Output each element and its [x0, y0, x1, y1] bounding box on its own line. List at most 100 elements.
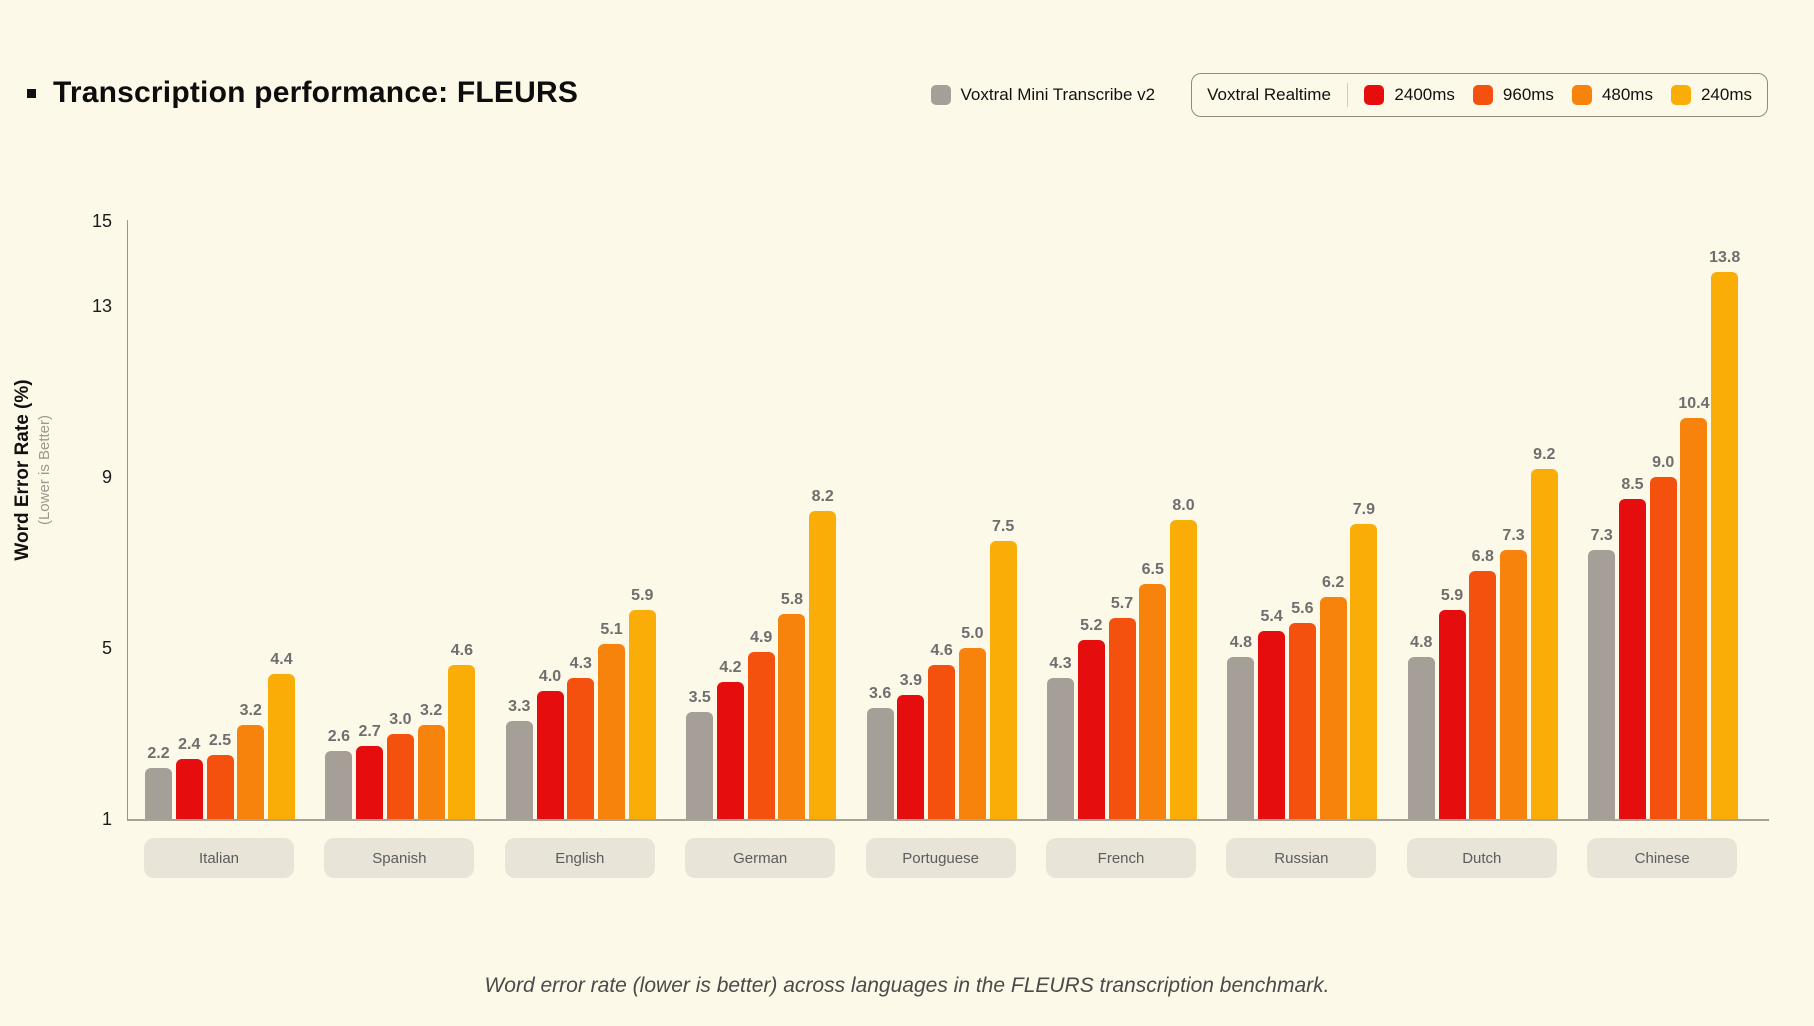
bar-value-label: 5.1 — [600, 620, 623, 638]
bar-value-label: 4.8 — [1410, 633, 1433, 651]
legend-swatch-240ms — [1670, 85, 1691, 105]
bar-960ms-russian: 5.6 — [1288, 600, 1316, 819]
bar-value-label: 5.0 — [961, 625, 984, 643]
bar-value-label: 2.7 — [358, 723, 381, 741]
bar-group-german: 3.5 4.2 4.9 5.8 8.2 — [686, 220, 837, 819]
legend-realtime-items: 2400ms 960ms 480ms 240ms — [1364, 85, 1752, 105]
bar-value-label: 4.6 — [930, 642, 953, 660]
category-label-german: German — [685, 838, 836, 878]
bar-value-label: 4.4 — [270, 650, 293, 668]
page-title-wrap: Transcription performance: FLEURS — [27, 76, 578, 110]
bar-480ms-english: 5.1 — [598, 621, 626, 819]
bar-group-english: 3.3 4.0 4.3 5.1 5.9 — [505, 220, 656, 819]
bar-480ms-chinese: 10.4 — [1678, 395, 1710, 819]
bar-group-chinese: 7.3 8.5 9.0 10.4 13.8 — [1588, 220, 1741, 819]
bar-960ms-french: 5.7 — [1108, 595, 1136, 819]
bar-voxtral-mini-transcribe-v2-portuguese: 3.6 — [866, 685, 894, 819]
category-label-english: English — [504, 838, 655, 878]
y-tick-1: 1 — [101, 809, 112, 829]
bar-480ms-spanish: 3.2 — [417, 702, 445, 819]
bar-value-label: 8.2 — [811, 488, 834, 506]
legend-group-label: Voxtral Realtime — [1207, 85, 1331, 104]
bar-voxtral-mini-transcribe-v2-chinese: 7.3 — [1588, 527, 1616, 819]
bar-value-label: 13.8 — [1709, 249, 1741, 267]
legend-item-480ms: 480ms — [1571, 85, 1653, 105]
bar-2400ms-chinese: 8.5 — [1618, 476, 1646, 819]
bar-960ms-chinese: 9.0 — [1649, 454, 1677, 819]
bar-group-italian: 2.2 2.4 2.5 3.2 4.4 — [145, 220, 295, 819]
legend-item-240ms: 240ms — [1670, 85, 1752, 105]
category-label-french: French — [1046, 838, 1196, 878]
bar-2400ms-german: 4.2 — [716, 659, 744, 819]
bar-group-russian: 4.8 5.4 5.6 6.2 7.9 — [1227, 220, 1378, 819]
legend-realtime-box: Voxtral Realtime 2400ms 960ms 480ms 240ms — [1191, 73, 1768, 117]
bar-value-label: 3.2 — [239, 702, 262, 720]
legend-label-baseline: Voxtral Mini Transcribe v2 — [960, 85, 1156, 104]
bar-value-label: 6.8 — [1471, 548, 1494, 566]
bar-value-label: 3.0 — [389, 710, 412, 728]
bar-value-label: 3.5 — [688, 689, 711, 707]
bar-value-label: 3.2 — [420, 702, 443, 720]
legend-swatch-960ms — [1472, 85, 1493, 105]
category-label-spanish: Spanish — [324, 838, 475, 878]
bar-value-label: 5.6 — [1291, 599, 1314, 617]
bar-value-label: 7.9 — [1352, 501, 1376, 519]
bar-2400ms-portuguese: 3.9 — [897, 672, 925, 819]
bar-value-label: 2.2 — [147, 744, 170, 762]
bar-240ms-french: 8.0 — [1170, 497, 1197, 819]
legend-item-960ms: 960ms — [1472, 85, 1554, 105]
chart-caption: Word error rate (lower is better) across… — [484, 974, 1330, 997]
y-tick-9: 9 — [101, 467, 112, 488]
legend-label: 960ms — [1502, 85, 1554, 104]
bar-value-label: 5.8 — [780, 590, 804, 608]
bar-value-label: 4.0 — [538, 667, 562, 685]
legend-item-2400ms: 2400ms — [1364, 85, 1455, 105]
legend-swatch-480ms — [1571, 85, 1592, 105]
bar-240ms-dutch: 9.2 — [1530, 446, 1558, 819]
y-tick-13: 13 — [91, 296, 112, 317]
legend-item-baseline: Voxtral Mini Transcribe v2 — [930, 85, 1156, 105]
bar-2400ms-russian: 5.4 — [1258, 608, 1286, 819]
bar-value-label: 3.9 — [899, 672, 922, 690]
bar-240ms-russian: 7.9 — [1350, 501, 1378, 819]
bar-2400ms-french: 5.2 — [1077, 617, 1105, 819]
bar-voxtral-mini-transcribe-v2-german: 3.5 — [686, 689, 714, 819]
bar-group-french: 4.3 5.2 5.7 6.5 8.0 — [1047, 220, 1197, 819]
bar-group-spanish: 2.6 2.7 3.0 3.2 4.6 — [325, 220, 476, 819]
legend-label: 2400ms — [1394, 85, 1455, 104]
legend-swatch-baseline — [930, 85, 951, 105]
y-tick-5: 5 — [101, 638, 112, 659]
bar-value-label: 4.8 — [1229, 633, 1253, 651]
bar-2400ms-english: 4.0 — [536, 668, 564, 819]
bar-value-label: 8.0 — [1172, 497, 1195, 515]
bar-960ms-italian: 2.5 — [206, 732, 234, 819]
bar-value-label: 6.2 — [1322, 573, 1345, 591]
bar-value-label: 7.3 — [1502, 526, 1525, 544]
bar-960ms-dutch: 6.8 — [1469, 548, 1497, 819]
plot-area: 2.2 2.4 2.5 3.2 4.4 2.6 2.7 3.0 3.2 4.6 3.3 4.0 4.3 5… — [127, 220, 1769, 821]
bar-960ms-portuguese: 4.6 — [928, 642, 956, 819]
bar-value-label: 4.3 — [569, 655, 592, 673]
bar-value-label: 7.5 — [991, 518, 1015, 536]
bar-voxtral-mini-transcribe-v2-french: 4.3 — [1047, 655, 1074, 819]
bar-value-label: 4.9 — [750, 629, 773, 647]
bar-value-label: 5.7 — [1110, 595, 1134, 613]
bar-voxtral-mini-transcribe-v2-italian: 2.2 — [145, 745, 172, 819]
bar-group-dutch: 4.8 5.9 6.8 7.3 9.2 — [1407, 220, 1558, 819]
category-label-chinese: Chinese — [1587, 838, 1738, 878]
bar-value-label: 2.5 — [208, 731, 232, 749]
bar-240ms-spanish: 4.6 — [448, 642, 476, 819]
bar-value-label: 6.5 — [1141, 561, 1164, 579]
bar-480ms-portuguese: 5.0 — [958, 625, 986, 819]
bar-value-label: 4.3 — [1049, 655, 1072, 673]
bar-480ms-italian: 3.2 — [237, 702, 265, 819]
bar-960ms-spanish: 3.0 — [386, 711, 414, 819]
category-label-russian: Russian — [1226, 838, 1377, 878]
bar-480ms-dutch: 7.3 — [1500, 527, 1528, 819]
category-label-portuguese: Portuguese — [865, 838, 1016, 878]
bar-value-label: 5.9 — [1440, 586, 1464, 604]
bar-value-label: 7.3 — [1590, 526, 1613, 544]
title-bullet-icon — [27, 88, 36, 98]
category-label-dutch: Dutch — [1406, 838, 1557, 878]
